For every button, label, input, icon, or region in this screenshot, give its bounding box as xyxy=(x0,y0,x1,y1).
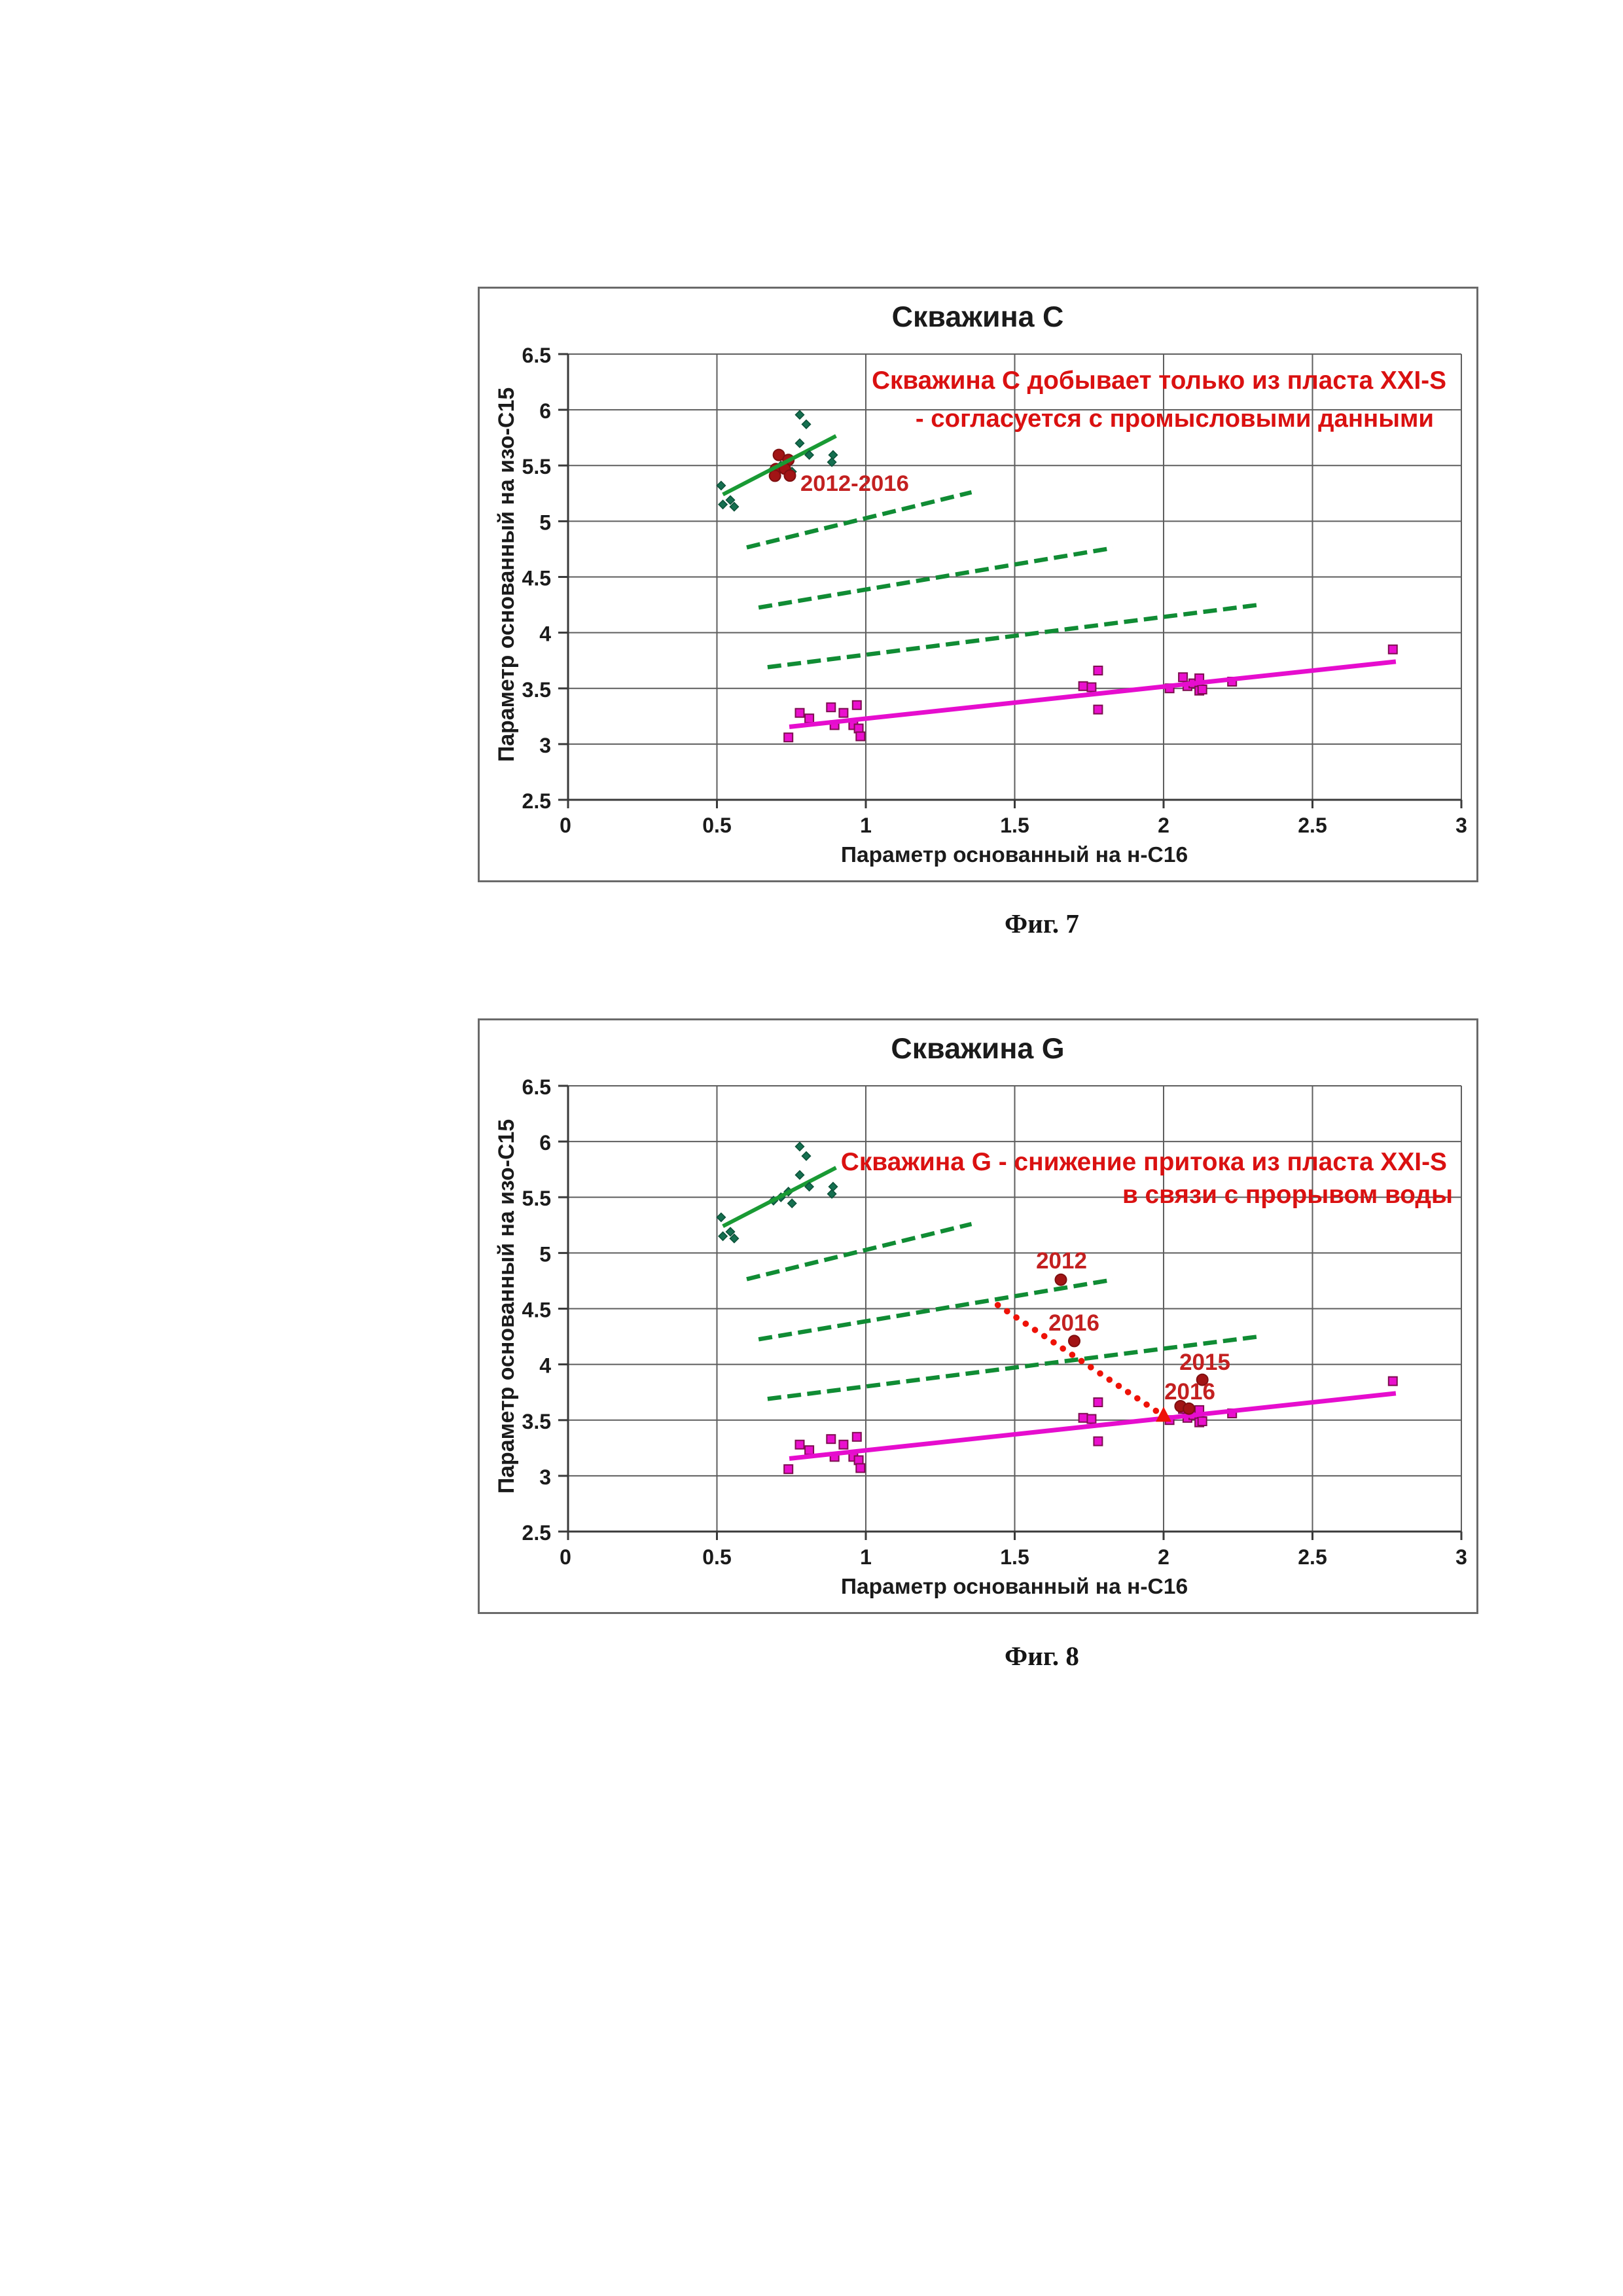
svg-text:1.5: 1.5 xyxy=(1000,1545,1029,1569)
svg-text:0: 0 xyxy=(560,1545,571,1569)
svg-text:Параметр основанный на н-С16: Параметр основанный на н-С16 xyxy=(841,843,1188,867)
svg-text:6.5: 6.5 xyxy=(522,344,551,367)
svg-text:2016: 2016 xyxy=(1048,1310,1099,1336)
svg-text:2.5: 2.5 xyxy=(1298,1545,1327,1569)
svg-text:2016: 2016 xyxy=(1164,1379,1215,1405)
svg-text:2.5: 2.5 xyxy=(522,789,551,813)
svg-text:5.5: 5.5 xyxy=(522,455,551,478)
svg-text:4: 4 xyxy=(539,622,551,646)
svg-text:2015: 2015 xyxy=(1179,1350,1230,1375)
svg-text:3: 3 xyxy=(539,734,551,757)
svg-text:4.5: 4.5 xyxy=(522,1299,551,1322)
svg-text:3: 3 xyxy=(1455,1545,1467,1569)
svg-text:4.5: 4.5 xyxy=(522,567,551,590)
svg-text:- согласуется с промысловыми д: - согласуется с промысловыми данными xyxy=(916,404,1434,433)
svg-text:5: 5 xyxy=(539,511,551,534)
svg-text:4: 4 xyxy=(539,1354,551,1378)
svg-text:1.5: 1.5 xyxy=(1000,814,1029,837)
svg-text:2: 2 xyxy=(1158,1545,1169,1569)
svg-text:3.5: 3.5 xyxy=(522,1410,551,1433)
svg-text:1: 1 xyxy=(860,1545,872,1569)
svg-text:2.5: 2.5 xyxy=(1298,814,1327,837)
svg-text:3: 3 xyxy=(1455,814,1467,837)
svg-text:2012: 2012 xyxy=(1036,1248,1087,1274)
svg-text:0.5: 0.5 xyxy=(702,1545,731,1569)
svg-text:Скважина C: Скважина C xyxy=(892,300,1064,333)
svg-text:5: 5 xyxy=(539,1242,551,1266)
svg-text:Скважина G - снижение притока: Скважина G - снижение притока из пласта … xyxy=(841,1148,1447,1176)
svg-text:Скважина C добывает только из: Скважина C добывает только из пласта XXI… xyxy=(872,367,1446,395)
svg-text:2.5: 2.5 xyxy=(522,1521,551,1545)
svg-text:6: 6 xyxy=(539,1131,551,1155)
svg-text:3.5: 3.5 xyxy=(522,678,551,702)
svg-text:2012-2016: 2012-2016 xyxy=(800,471,909,496)
svg-text:0.5: 0.5 xyxy=(702,814,731,837)
svg-text:0: 0 xyxy=(560,814,571,837)
svg-text:6: 6 xyxy=(539,399,551,423)
svg-text:Скважина G: Скважина G xyxy=(891,1032,1064,1065)
svg-text:1: 1 xyxy=(860,814,872,837)
svg-text:2: 2 xyxy=(1158,814,1169,837)
svg-text:Параметр основанный на изо-С15: Параметр основанный на изо-С15 xyxy=(494,387,519,762)
svg-text:Параметр основанный на н-С16: Параметр основанный на н-С16 xyxy=(841,1575,1188,1599)
svg-text:Параметр основанный на изо-С15: Параметр основанный на изо-С15 xyxy=(494,1119,519,1494)
svg-text:в связи с прорывом воды: в связи с прорывом воды xyxy=(1122,1181,1453,1209)
svg-text:6.5: 6.5 xyxy=(522,1075,551,1099)
svg-text:3: 3 xyxy=(539,1465,551,1489)
svg-text:5.5: 5.5 xyxy=(522,1187,551,1210)
